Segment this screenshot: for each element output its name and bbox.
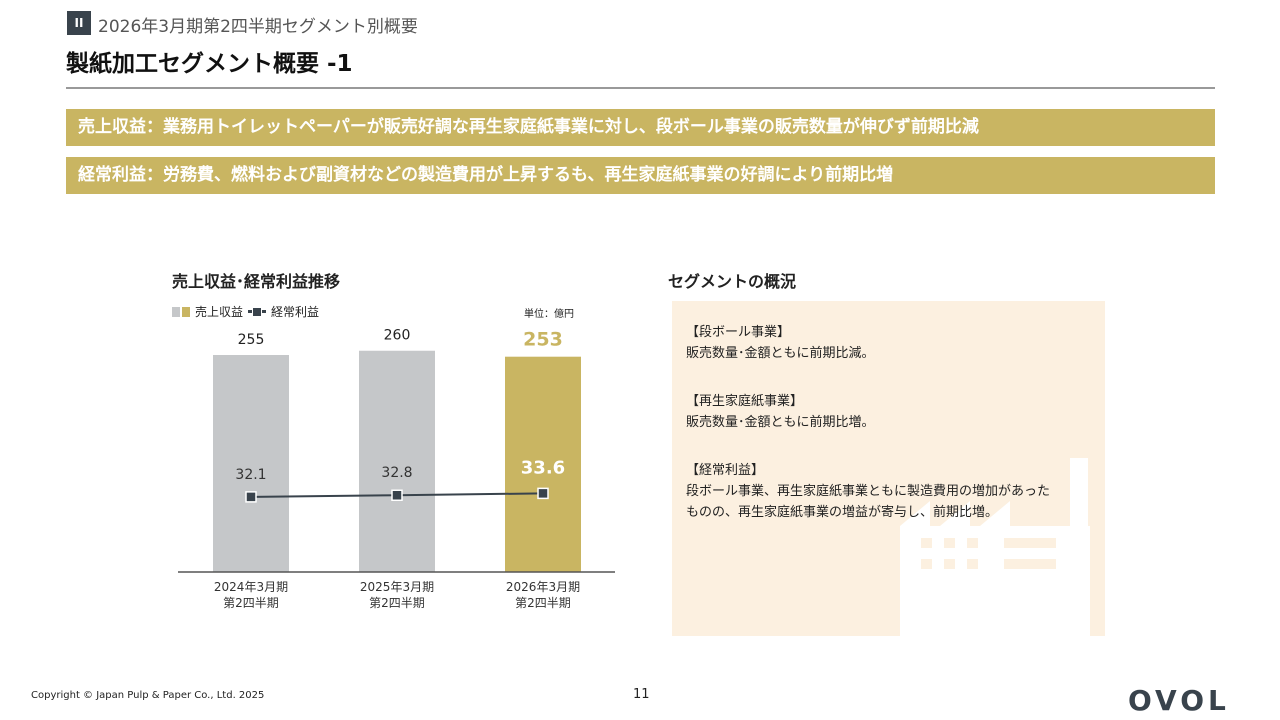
profit-point [245,491,257,503]
profit-banner: 経常利益：労務費、燃料および副資材などの製造費用が上昇するも、再生家庭紙事業の好… [66,157,1215,194]
divider [66,87,1215,89]
bar [213,354,289,572]
x-tick-label: 2026年3月期 [506,580,580,594]
bar [505,356,581,572]
bar-label: 255 [238,332,265,348]
chart-title: 売上収益･経常利益推移 [172,272,341,291]
profit-label: 32.8 [381,465,412,481]
legend-revenue: 売上収益 [195,305,244,319]
x-tick-label: 第2四半期 [369,596,425,610]
segment-block-cardboard: 【段ボール事業】販売数量･金額ともに前期比減。 [686,322,875,364]
block-body: ものの、再生家庭紙事業の増益が寄与し、前期比増。 [686,505,999,520]
bar-label: 260 [384,328,411,344]
block-heading: 【経常利益】 [686,463,765,478]
segment-block-profit: 【経常利益】段ボール事業、再生家庭紙事業ともに製造費用の増加があった ものの、再生… [686,460,1050,523]
bar [359,350,435,572]
block-heading: 【再生家庭紙事業】 [686,394,804,409]
page-number: 11 [633,687,650,702]
legend-profit: 経常利益 [271,305,320,319]
section-badge: II [67,11,91,35]
block-body: 段ボール事業、再生家庭紙事業ともに製造費用の増加があった [686,484,1051,499]
revenue-banner: 売上収益：業務用トイレットペーパーが販売好調な再生家庭紙事業に対し、段ボール事業… [66,109,1215,146]
profit-label: 33.6 [521,457,565,478]
chart-legend: 売上収益 経常利益 [172,303,319,320]
block-body: 販売数量･金額ともに前期比減。 [686,346,875,361]
unit-label: 単位：億円 [524,309,574,320]
segment-block-tissue: 【再生家庭紙事業】販売数量･金額ともに前期比増。 [686,391,875,433]
section-title: 2026年3月期第2四半期セグメント別概要 [98,17,418,37]
block-body: 販売数量･金額ともに前期比増。 [686,415,875,430]
x-tick-label: 第2四半期 [223,596,279,610]
factory-icon [900,458,1090,636]
block-heading: 【段ボール事業】 [686,325,791,340]
profit-point [537,487,549,500]
profit-point [391,489,403,501]
copyright: Copyright © Japan Pulp & Paper Co., Ltd.… [31,690,265,701]
profit-label: 32.1 [235,467,266,483]
legend-swatch-gray [172,306,180,317]
page-title: 製紙加工セグメント概要 -1 [66,51,353,77]
segment-title: セグメントの概況 [668,272,797,291]
segment-panel: 【段ボール事業】 販売数量･金額ともに前期比減。 【再生家庭紙事業】 販売数量･金額… [672,301,1105,636]
legend-swatch-gold [182,306,190,317]
x-tick-label: 2025年3月期 [360,580,434,594]
bar-label: 253 [523,329,563,351]
legend-line-marker [248,307,267,316]
ovol-logo: OVOL [1128,684,1230,717]
x-tick-label: 2024年3月期 [214,580,288,594]
x-tick-label: 第2四半期 [515,596,571,610]
